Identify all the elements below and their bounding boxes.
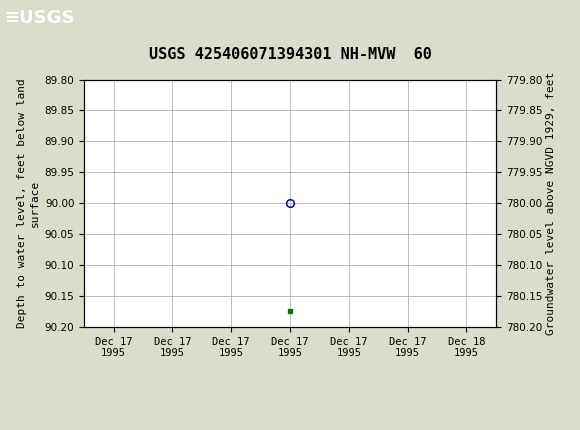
Y-axis label: Groundwater level above NGVD 1929, feet: Groundwater level above NGVD 1929, feet (546, 71, 556, 335)
Text: USGS 425406071394301 NH-MVW  60: USGS 425406071394301 NH-MVW 60 (148, 47, 432, 62)
Y-axis label: Depth to water level, feet below land
surface: Depth to water level, feet below land su… (17, 78, 41, 328)
Text: ≡USGS: ≡USGS (4, 9, 75, 27)
